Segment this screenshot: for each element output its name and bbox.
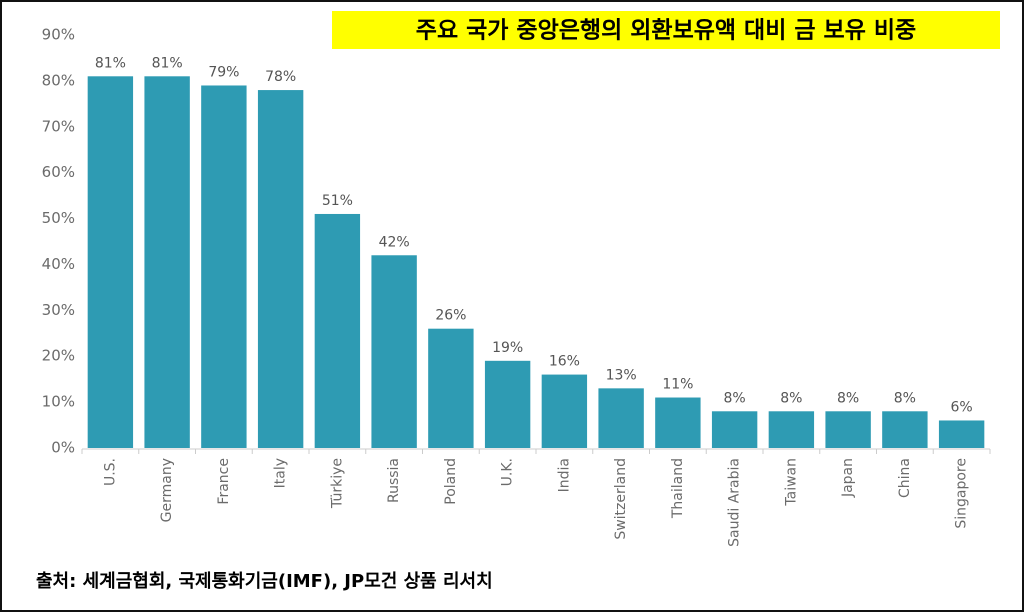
- y-tick-label: 10%: [42, 393, 75, 411]
- x-tick-label: Germany: [159, 458, 175, 522]
- y-tick-label: 80%: [42, 71, 75, 89]
- y-tick-label: 30%: [42, 301, 75, 319]
- y-tick-label: 0%: [51, 439, 75, 457]
- x-tick-label: Russia: [386, 458, 402, 503]
- value-label: 42%: [379, 234, 410, 250]
- x-tick-label: China: [897, 458, 913, 498]
- value-label: 8%: [837, 390, 859, 406]
- value-label: 8%: [780, 390, 802, 406]
- x-tick-label: Singapore: [954, 458, 970, 529]
- source-note: 출처: 세계금협회, 국제통화기금(IMF), JP모건 상품 리서치: [36, 570, 493, 592]
- x-tick-label: U.S.: [102, 458, 118, 486]
- value-label: 8%: [894, 390, 916, 406]
- y-tick-label: 20%: [42, 347, 75, 365]
- value-label: 16%: [549, 354, 580, 370]
- title-box: [332, 11, 1000, 49]
- value-label: 6%: [951, 399, 973, 415]
- bar: [144, 76, 190, 449]
- bar: [201, 85, 247, 448]
- x-tick-label: Italy: [273, 458, 289, 488]
- bar: [598, 388, 644, 448]
- bar: [825, 411, 871, 448]
- x-tick-label: Taiwan: [783, 458, 799, 507]
- bar: [371, 255, 417, 448]
- x-tick-label: France: [216, 458, 232, 505]
- value-label: 8%: [724, 390, 746, 406]
- y-tick-label: 70%: [42, 117, 75, 135]
- x-tick-label: Saudi Arabia: [727, 458, 743, 547]
- bar: [87, 76, 134, 449]
- value-label: 81%: [95, 55, 126, 71]
- bar: [257, 90, 304, 449]
- x-tick-label: Japan: [840, 458, 856, 498]
- value-label: 19%: [492, 340, 523, 356]
- bar: [938, 420, 985, 448]
- y-tick-label: 40%: [42, 255, 75, 273]
- bar: [882, 411, 928, 448]
- value-label: 79%: [208, 64, 239, 80]
- x-tick-label: Thailand: [670, 458, 686, 519]
- bar: [428, 328, 474, 448]
- bar: [768, 411, 815, 448]
- value-label: 13%: [606, 367, 637, 383]
- value-label: 51%: [322, 193, 353, 209]
- x-tick-label: Switzerland: [613, 458, 629, 540]
- value-label: 78%: [265, 69, 296, 85]
- bar: [655, 397, 701, 448]
- chart-title: 주요 국가 중앙은행의 외환보유액 대비 금 보유 비중: [416, 18, 916, 44]
- x-tick-label: Poland: [443, 458, 459, 505]
- value-label: 11%: [662, 377, 693, 393]
- value-label: 26%: [435, 308, 466, 324]
- bar: [314, 213, 361, 448]
- x-tick-label: India: [556, 458, 572, 492]
- y-tick-label: 90%: [42, 26, 75, 44]
- value-label: 81%: [152, 55, 183, 71]
- bar: [484, 360, 531, 448]
- y-tick-label: 50%: [42, 209, 75, 227]
- x-tick-label: U.K.: [500, 458, 516, 486]
- y-tick-label: 60%: [42, 163, 75, 181]
- x-tick-label: Türkiye: [329, 458, 345, 509]
- bar: [541, 374, 588, 448]
- bar: [711, 411, 758, 448]
